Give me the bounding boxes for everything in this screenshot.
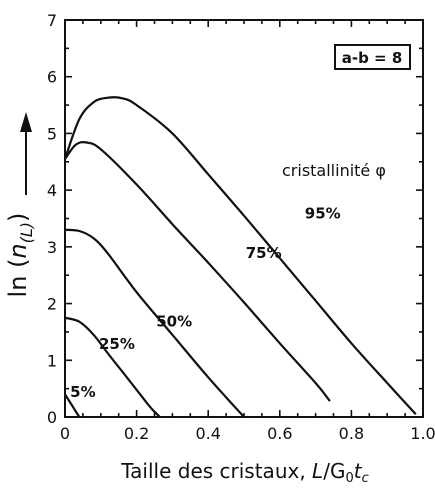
- y-tick-labels: 0 1 2 3 4 5 6 7: [47, 11, 57, 427]
- series-label-75pct: 75%: [246, 244, 282, 262]
- x-tick-label: 0.2: [124, 424, 149, 443]
- y-tick-label: 0: [47, 408, 57, 427]
- x-axis-label-sub0: 0: [345, 471, 353, 486]
- y-tick-label: 1: [47, 351, 57, 370]
- series-label-95pct: 95%: [305, 205, 341, 223]
- y-axis-label-n: n: [4, 243, 32, 258]
- series-label-50pct: 50%: [156, 312, 192, 330]
- series-curves: [63, 96, 417, 418]
- curve-50pct: [64, 228, 245, 418]
- x-tick-label: 0.8: [339, 424, 364, 443]
- y-axis-label: ln (n(L)): [4, 213, 36, 298]
- curve-95pct: [63, 96, 417, 415]
- x-tick-label: 1.0: [410, 424, 435, 443]
- x-tick-label: 0.6: [267, 424, 292, 443]
- axis-ticks: [64, 19, 424, 418]
- series-label-5pct: 5%: [70, 383, 95, 401]
- curve-25pct: [64, 316, 161, 418]
- series-labels: 5% 25% 50% 75% 95%: [70, 205, 341, 402]
- crystallinity-annotation: cristallinité φ: [282, 161, 386, 180]
- y-tick-label: 2: [47, 295, 57, 314]
- x-axis-label-slash: /G: [323, 459, 345, 483]
- y-axis-label-suffix: ): [4, 213, 32, 222]
- plot-frame: [64, 19, 424, 418]
- x-axis-label-t: t: [354, 459, 363, 483]
- y-tick-label: 5: [47, 124, 57, 143]
- y-tick-label: 6: [47, 68, 57, 87]
- x-tick-labels: 0 0.2 0.4 0.6 0.8 1.0: [60, 424, 435, 443]
- x-axis-label: Taille des cristaux, L/G0tc: [120, 459, 368, 486]
- y-axis-label-group: ln (n(L)): [4, 213, 36, 298]
- y-tick-label: 7: [47, 11, 57, 30]
- parameter-box-label: a-b = 8: [342, 49, 403, 67]
- x-axis-label-L: L: [312, 459, 323, 483]
- y-tick-label: 4: [47, 181, 57, 200]
- y-axis-arrow-head: [20, 112, 32, 132]
- parameter-box: [334, 44, 411, 70]
- y-axis-label-prefix: ln (: [4, 259, 32, 298]
- y-tick-label: 3: [47, 238, 57, 257]
- x-axis-label-prefix: Taille des cristaux,: [120, 459, 312, 483]
- x-tick-label: 0.4: [195, 424, 220, 443]
- curve-75pct: [64, 141, 331, 402]
- series-label-25pct: 25%: [99, 335, 135, 353]
- curve-5pct: [64, 393, 81, 418]
- x-axis-label-subc: c: [362, 471, 369, 486]
- x-tick-label: 0: [60, 424, 70, 443]
- y-axis-label-sub: (L): [17, 222, 36, 243]
